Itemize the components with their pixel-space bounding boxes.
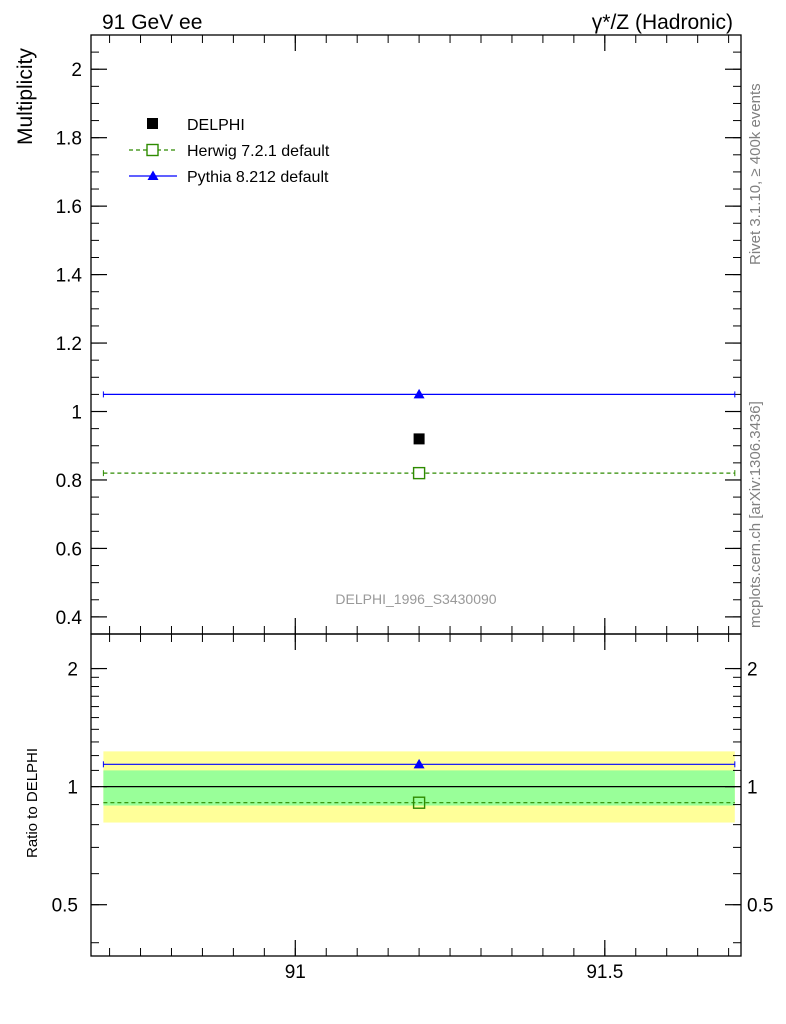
- ratio-pythia-marker: [413, 758, 425, 769]
- legend-delphi-marker: [147, 118, 158, 129]
- main-y-tick-label: 1.6: [56, 197, 82, 218]
- ratio-herwig-marker: [412, 796, 426, 809]
- ratio-panel-frame: [90, 633, 742, 957]
- rivet-label: Rivet 3.1.10, ≥ 400k events: [747, 83, 764, 265]
- process-label: γ*/Z (Hadronic): [592, 11, 733, 34]
- ratio-series-layer: [102, 758, 736, 809]
- main-y-axis-title: Multiplicity: [14, 48, 37, 145]
- ratio-y-tick-label-left: 2: [67, 660, 78, 681]
- legend-herwig-label: Herwig 7.2.1 default: [187, 143, 330, 160]
- main-y-tick-label: 1.4: [56, 266, 83, 287]
- legend-herwig-marker: [146, 143, 159, 157]
- energy-label: 91 GeV ee: [102, 11, 202, 34]
- ratio-y-tick-label-right: 2: [747, 660, 758, 681]
- main-series-layer: [102, 388, 736, 480]
- main-y-tick-label: 1.8: [56, 129, 82, 150]
- legend: DELPHI Herwig 7.2.1 default Pythia 8.212…: [129, 117, 330, 186]
- ratio-y-tick-label-right: 1: [747, 778, 758, 799]
- legend-pythia-marker: [147, 170, 159, 180]
- mcplots-label: mcplots.cern.ch [arXiv:1306.3436]: [747, 401, 764, 628]
- ratio-y-tick-label-left: 1: [67, 778, 78, 799]
- ratio-axis-ticks: 0.5 0.5 1 1 2 2 91 91.5: [52, 634, 773, 983]
- main-y-tick-label: 0.6: [56, 539, 82, 560]
- main-y-tick-label: 1.2: [56, 334, 82, 355]
- delphi-marker: [413, 433, 425, 445]
- analysis-id-label: DELPHI_1996_S3430090: [335, 591, 496, 607]
- x-tick-label: 91.5: [586, 962, 623, 983]
- main-y-tick-label: 0.4: [56, 608, 83, 629]
- main-axis-ticks: 0.4 0.6 0.8 1 1.2 1.4 1.6 1.8 2: [56, 34, 741, 635]
- ratio-band-inner: [103, 770, 735, 806]
- main-y-tick-label: 1: [71, 403, 82, 424]
- main-y-tick-label: 0.8: [56, 471, 82, 492]
- legend-pythia-label: Pythia 8.212 default: [187, 169, 329, 186]
- ratio-y-tick-label-left: 0.5: [52, 896, 78, 917]
- main-y-tick-label: 2: [71, 60, 82, 81]
- legend-delphi-label: DELPHI: [187, 117, 245, 134]
- x-tick-label: 91: [285, 962, 306, 983]
- pythia-marker: [413, 388, 425, 399]
- ratio-y-axis-title: Ratio to DELPHI: [24, 748, 41, 858]
- ratio-y-tick-label-right: 0.5: [747, 896, 773, 917]
- herwig-marker: [412, 466, 426, 480]
